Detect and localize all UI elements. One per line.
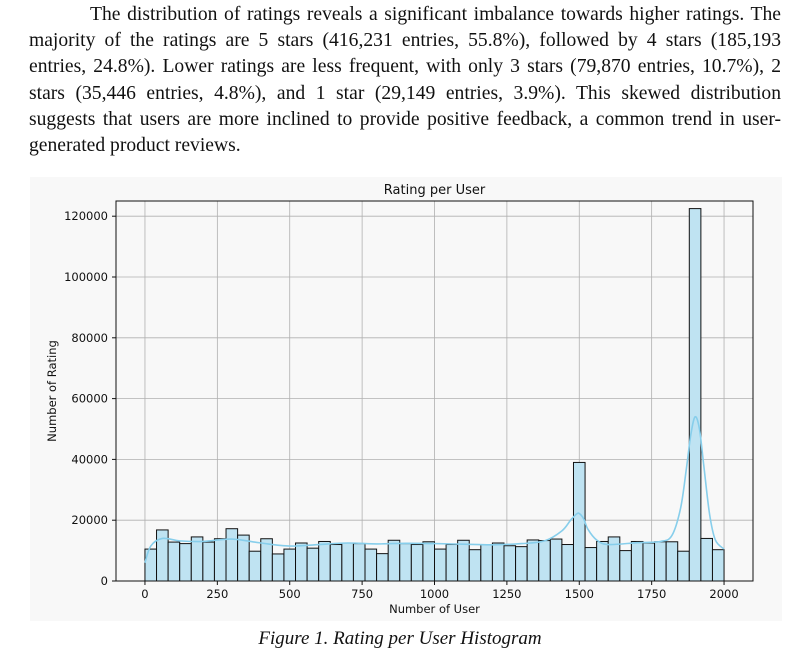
x-tick-label: 1000 xyxy=(420,587,449,601)
histogram-bar xyxy=(329,544,343,582)
histogram-bar xyxy=(213,538,227,582)
histogram-bar xyxy=(642,542,656,582)
y-tick-label: 100000 xyxy=(64,270,108,284)
x-tick-label: 1750 xyxy=(637,587,666,601)
x-axis-label: Number of User xyxy=(389,602,480,616)
histogram-bar xyxy=(538,540,551,582)
histogram-bar xyxy=(167,541,181,582)
histogram-bar xyxy=(271,553,285,582)
histogram-bar xyxy=(225,528,239,582)
chart-title: Rating per User xyxy=(384,183,486,198)
histogram-bar xyxy=(422,541,435,582)
histogram-bar xyxy=(596,540,609,582)
histogram-bar xyxy=(179,543,192,582)
x-tick-label: 2000 xyxy=(709,587,738,601)
histogram-bar xyxy=(665,541,679,582)
body-paragraph: The distribution of ratings reveals a si… xyxy=(29,4,781,157)
histogram-bar xyxy=(306,547,320,582)
histogram-bar xyxy=(399,543,412,582)
y-tick-label: 80000 xyxy=(71,331,108,345)
histogram-bar xyxy=(677,550,690,582)
x-tick-label: 0 xyxy=(141,587,148,601)
histogram-bar xyxy=(619,550,632,582)
histogram-bar xyxy=(468,549,482,582)
histogram-bar xyxy=(491,542,505,582)
histogram-bar xyxy=(410,544,424,582)
histogram-bar xyxy=(526,539,540,582)
histogram-bar xyxy=(654,541,667,582)
histogram-bar xyxy=(190,536,204,582)
grid-lines xyxy=(116,201,753,582)
histogram-bar xyxy=(515,546,528,582)
figure-caption: Figure 1. Rating per User Histogram xyxy=(258,628,542,649)
histogram-bars xyxy=(144,208,725,582)
histogram-bar xyxy=(260,538,273,582)
histogram-bar xyxy=(572,461,586,582)
histogram-bar xyxy=(688,208,702,582)
histogram-bar xyxy=(480,544,493,582)
x-tick-label: 500 xyxy=(279,587,301,601)
y-tick-label: 0 xyxy=(101,574,108,588)
histogram-bar xyxy=(549,538,563,582)
histogram-bar xyxy=(457,539,470,582)
histogram-bar xyxy=(434,548,447,582)
y-axis-label: Number of Rating xyxy=(45,340,59,442)
histogram-bar xyxy=(711,549,725,582)
histogram-bar xyxy=(202,541,215,582)
histogram-bar xyxy=(156,529,169,582)
histogram-bar xyxy=(295,542,308,582)
y-tick-label: 60000 xyxy=(71,392,108,406)
axis-ticks: 0 250 500 750 1000 1250 1500 1750 20000200004000… xyxy=(64,209,739,601)
histogram-bar xyxy=(283,548,297,582)
histogram-bar xyxy=(248,550,262,582)
x-tick-label: 750 xyxy=(351,587,373,601)
histogram-bar xyxy=(318,540,331,582)
histogram-bar xyxy=(237,534,250,582)
histogram-bar xyxy=(376,553,389,582)
kde-density-line xyxy=(144,415,725,564)
histogram-bar xyxy=(503,545,517,582)
x-tick-label: 250 xyxy=(206,587,228,601)
histogram-bar xyxy=(445,544,459,582)
histogram-bar xyxy=(700,537,713,582)
y-tick-label: 40000 xyxy=(71,452,108,466)
y-tick-label: 120000 xyxy=(64,209,108,223)
histogram-bar xyxy=(364,548,378,582)
histogram-bar xyxy=(352,543,366,582)
histogram-bar xyxy=(561,544,574,582)
x-tick-label: 1500 xyxy=(565,587,594,601)
histogram-bar xyxy=(387,539,401,582)
histogram-bar xyxy=(584,547,598,582)
histogram-bar xyxy=(341,542,354,582)
y-tick-label: 20000 xyxy=(71,513,108,527)
x-tick-label: 1250 xyxy=(492,587,521,601)
histogram-bar xyxy=(630,540,644,582)
